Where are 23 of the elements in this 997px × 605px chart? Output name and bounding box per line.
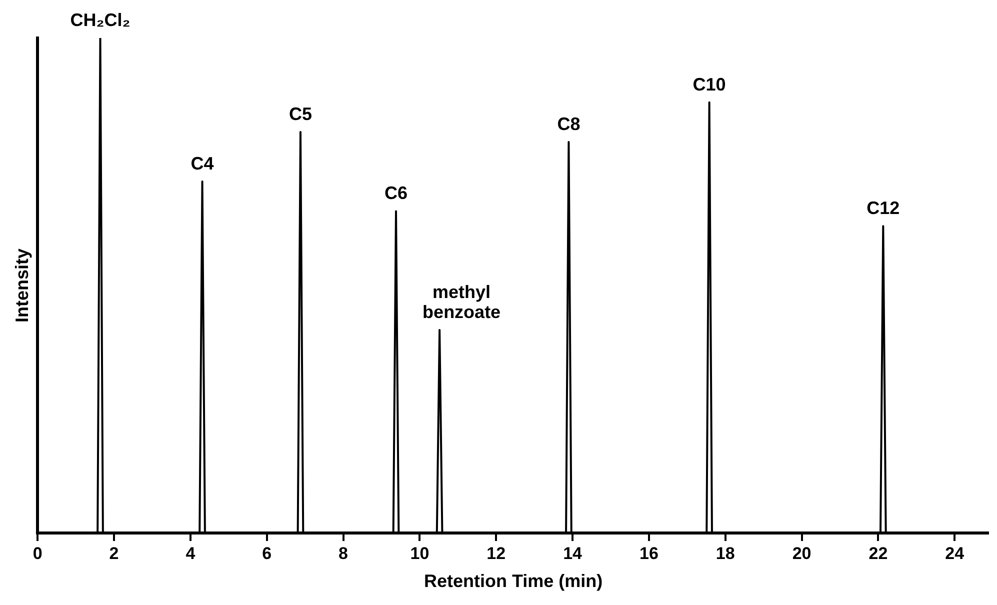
x-axis-title: Retention Time (min): [424, 571, 603, 592]
x-tick-label: 20: [792, 544, 812, 563]
x-tick-label: 18: [716, 544, 735, 563]
x-tick-label: 6: [262, 544, 272, 563]
x-tick-label: 10: [410, 544, 430, 563]
annotation: C8: [557, 114, 580, 134]
annotation: C12: [866, 198, 900, 218]
x-tick-label: 4: [186, 544, 196, 563]
annotation: C6: [384, 183, 408, 204]
y-axis-title: Intensity: [12, 248, 32, 323]
x-tick-label: 16: [639, 544, 658, 563]
annotation: C10: [692, 74, 726, 94]
x-tick-label: 12: [486, 544, 506, 563]
x-tick-label: 0: [32, 544, 42, 563]
x-tick-label: 2: [109, 544, 119, 563]
annotation: C4: [190, 154, 214, 174]
x-tick-label: 8: [338, 544, 348, 563]
x-tick-label: 14: [563, 544, 583, 563]
x-tick-label: 22: [868, 544, 888, 563]
annotation: CH₂Cl₂: [70, 10, 130, 30]
annotation: C5: [288, 104, 312, 124]
x-tick-label: 24: [945, 544, 965, 563]
annotation: methyl benzoate: [422, 282, 501, 322]
